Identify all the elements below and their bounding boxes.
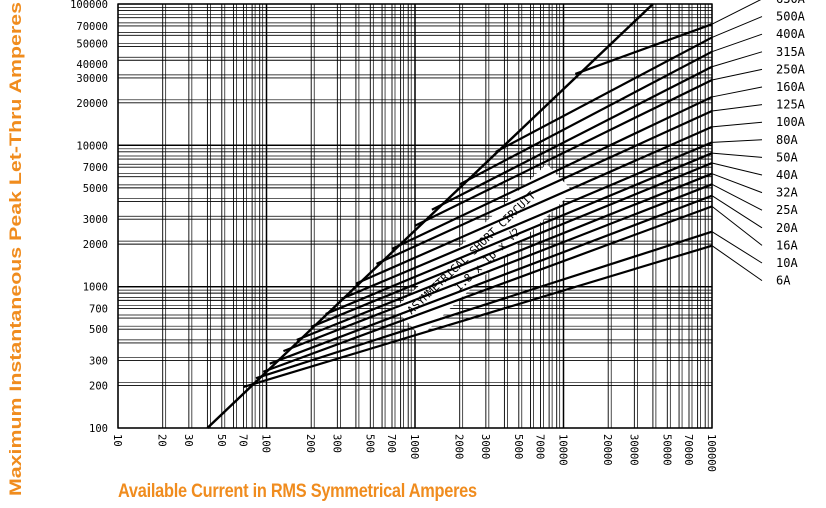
legend-leader [711,245,763,282]
grid [117,3,713,429]
series-line-315a [431,65,713,211]
legend-leader [711,162,763,176]
series-line-400a [459,50,713,186]
y-axis-title-text: Maximum Instantaneous Peak Let-Thru Ampe… [6,2,25,496]
legend-label: 100A [776,115,806,129]
y-tick-label: 5000 [83,183,108,195]
y-tick-label: 100 [89,423,108,435]
x-tick-label: 50 [215,434,227,447]
legend-leader [711,231,763,264]
x-tick-label: 20000 [601,434,613,466]
legend-label: 125A [776,98,806,112]
series-line-100a [355,125,713,285]
legend-leader [711,205,763,246]
y-tick-label: 200 [89,380,108,392]
x-tick-label: 700 [385,434,397,453]
x-tick-label: 20 [156,434,168,447]
legend-leader [711,121,763,128]
legend-label: 50A [776,150,798,164]
legend-leader [711,68,763,81]
legend-label: 32A [776,186,798,200]
legend-leader [711,183,763,211]
legend-label: 6A [776,274,791,288]
y-tick-label: 50000 [76,39,108,51]
series-line-80a [341,141,713,300]
legend-leader [711,104,763,112]
y-axis-title: Maximum Instantaneous Peak Let-Thru Ampe… [6,2,25,496]
x-tick-label: 30 [182,434,194,447]
y-tick-label: 7000 [83,162,108,174]
legend-leader [711,173,763,194]
legend-label: 160A [776,80,806,94]
legend-leader [711,0,762,25]
legend-leader [711,86,763,98]
series-line-500a [495,36,713,153]
tick-labels: 10 20 30 50 70 100 200 300 500 700 1000 2000 3000 500… [70,0,717,472]
series-line-25a [283,183,713,353]
legend-leader [711,51,763,68]
x-tick-label: 200 [304,434,316,453]
legend-leader [711,195,763,229]
reference-line [206,3,654,429]
legend-label: 315A [776,45,806,59]
legend-leader [711,33,763,53]
legend-label: 400A [776,27,806,41]
legend-label: 250A [776,62,806,76]
legend: 630A 500A 400A 315A 250A 160A 125A 100A 80A 50A 40… [711,0,806,288]
series-line-40a [310,161,713,328]
y-tick-label: 70000 [76,21,108,33]
legend-leader [711,152,763,158]
y-tick-label: 40000 [76,59,108,71]
series-line-32a [296,172,713,341]
y-tick-label: 20000 [76,98,108,110]
x-tick-label: 100000 [705,434,717,472]
x-tick-label: 2000 [453,434,465,459]
x-tick-label: 50000 [660,434,672,466]
y-tick-label: 100000 [70,0,108,11]
y-tick-label: 30000 [76,73,108,85]
legend-label: 20A [776,221,798,235]
legend-label: 630A [776,0,806,6]
legend-label: 25A [776,203,798,217]
legend-label: 500A [776,10,806,24]
y-tick-label: 500 [89,324,108,336]
x-tick-label: 3000 [479,434,491,459]
x-tick-label: 70000 [682,434,694,466]
x-tick-label: 10 [111,434,123,447]
legend-label: 80A [776,133,798,147]
x-axis-title: Available Current in RMS Symmetrical Amp… [118,481,477,502]
series-line-250a [414,78,713,227]
x-tick-label: 5000 [512,434,524,459]
series-line-16a [262,205,713,373]
series-layer [206,3,713,429]
series-line-630a [574,23,713,75]
legend-label: 40A [776,168,798,182]
x-tick-label: 300 [330,434,342,453]
series-line-6a [243,244,713,389]
series-line-50a [325,152,713,316]
series-line-125a [375,109,713,265]
series-line-20a [269,194,713,365]
x-tick-label: 100 [260,434,272,453]
series-line-160a [391,95,713,250]
legend-leader [711,139,763,143]
x-tick-label: 10000 [557,434,569,466]
x-tick-label: 30000 [627,434,639,466]
x-tick-label: 7000 [533,434,545,459]
y-tick-label: 10000 [76,140,108,152]
legend-leader [711,16,763,38]
series-line-10a [255,230,713,380]
y-tick-label: 1000 [83,282,108,294]
y-tick-label: 300 [89,356,108,368]
x-tick-label: 1000 [408,434,420,459]
y-tick-label: 2000 [83,239,108,251]
y-tick-label: 700 [89,304,108,316]
y-tick-label: 3000 [83,214,108,226]
legend-label: 10A [776,256,798,270]
x-tick-label: 500 [363,434,375,453]
x-tick-label: 70 [236,434,248,447]
legend-label: 16A [776,238,798,252]
